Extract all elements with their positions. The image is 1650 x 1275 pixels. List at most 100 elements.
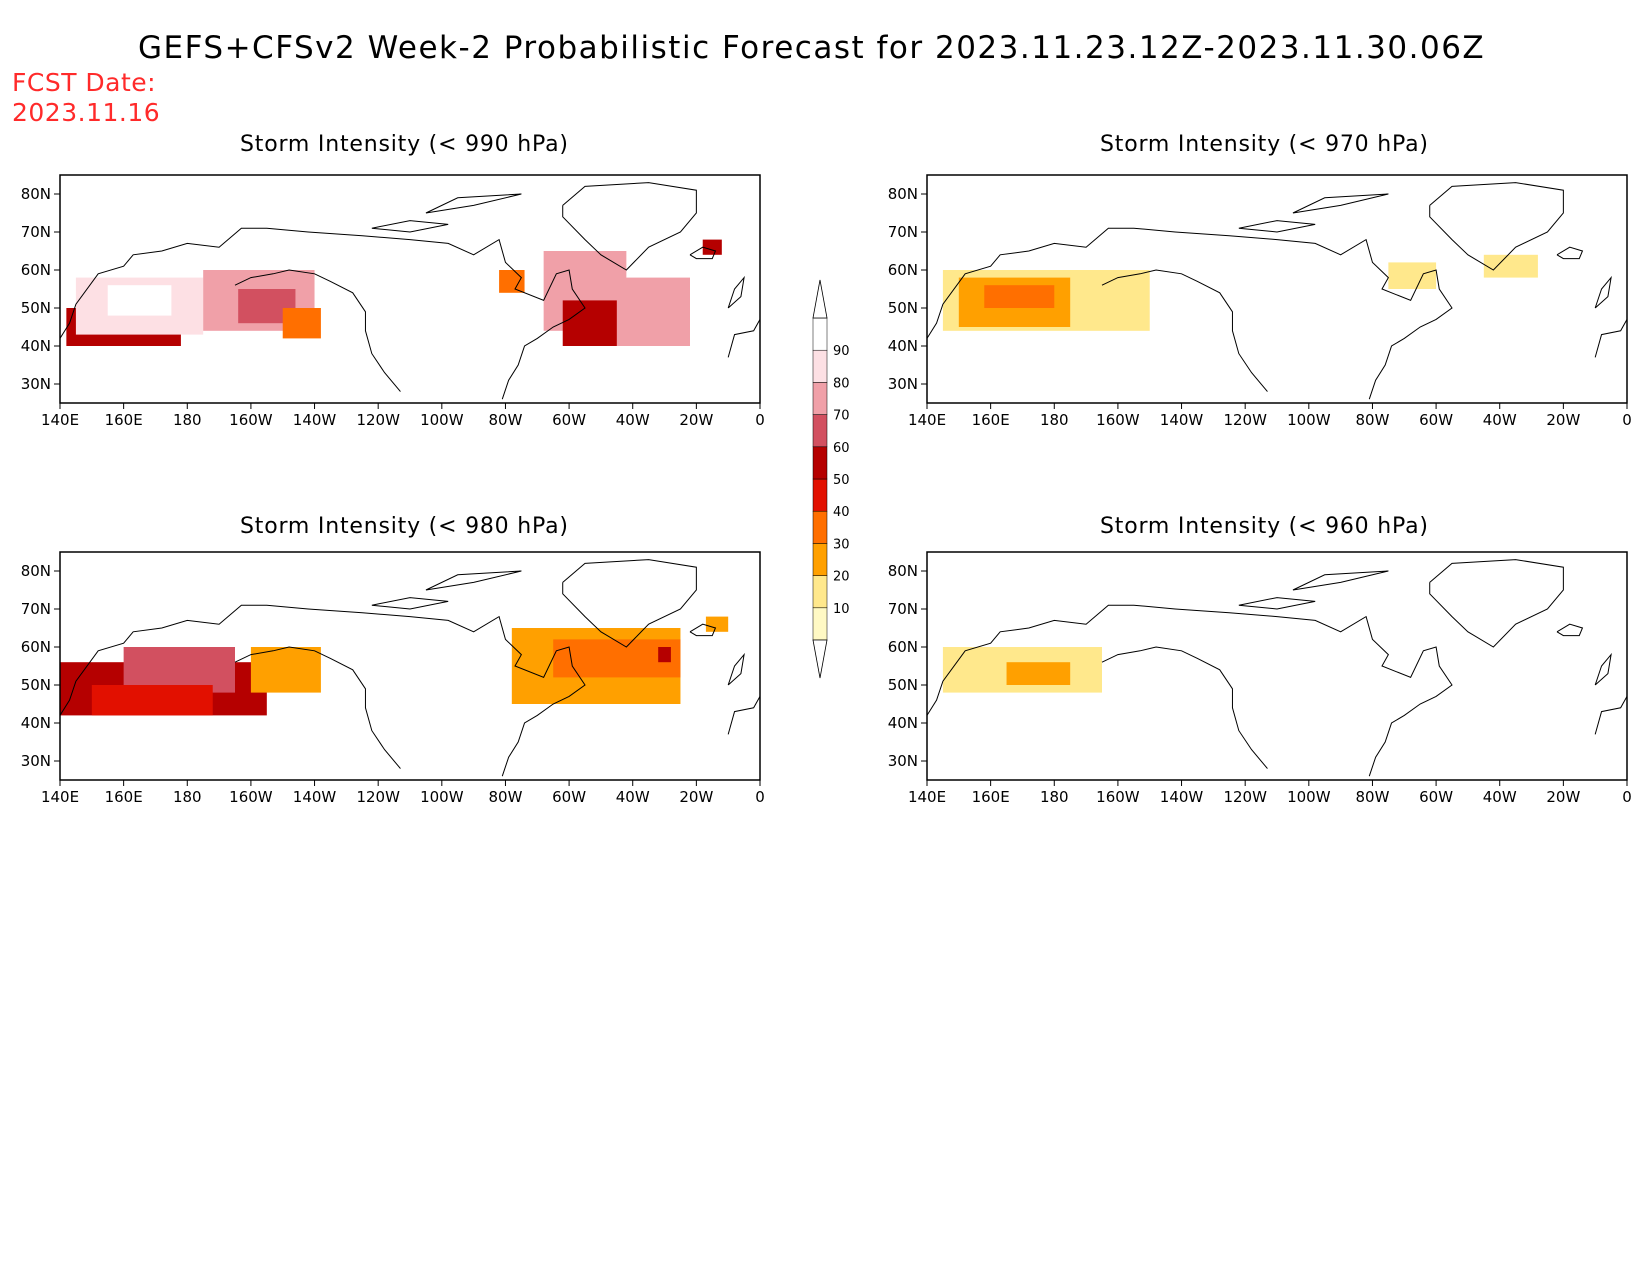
p960-lon-tick-9: 40W (1483, 788, 1517, 806)
p960-region-1 (1006, 662, 1071, 685)
colorbar-label-2: 30 (833, 537, 850, 552)
colorbar-top-arrow (812, 279, 828, 319)
p990-lat-tick-5: 30N (21, 375, 51, 393)
p970-coastline-1 (1101, 269, 1268, 392)
p970-lat-tick-5: 30N (888, 375, 918, 393)
p970-lon-tick-3: 160W (1096, 411, 1140, 429)
p960-coastline-2 (1429, 559, 1564, 648)
p960-lat-tick-3: 50N (888, 676, 918, 694)
p960-lon-tick-7: 80W (1355, 788, 1389, 806)
p990-region-9 (499, 270, 525, 293)
colorbar-bottom-arrow (812, 639, 828, 679)
p990-region-10 (702, 239, 722, 255)
panel-title-970: Storm Intensity (< 970 hPa) (1100, 132, 1429, 157)
p990-lat-tick-1: 70N (21, 223, 51, 241)
p960-lat-tick-5: 30N (888, 752, 918, 770)
colorbar-segment-8 (812, 349, 828, 383)
p980-lon-tick-2: 180 (173, 788, 202, 806)
p980-lat-tick-5: 30N (21, 752, 51, 770)
p980-region-7 (705, 616, 729, 632)
p980-coastline-1 (234, 646, 401, 769)
p960-coastline-4 (1594, 652, 1612, 686)
p970-lat-tick-3: 50N (888, 299, 918, 317)
p990-lat-tick-3: 50N (21, 299, 51, 317)
p980-lon-tick-10: 20W (679, 788, 713, 806)
p980-coastline-5 (727, 696, 761, 735)
p970-lon-tick-8: 60W (1419, 411, 1453, 429)
p990-lon-tick-10: 20W (679, 411, 713, 429)
p980-region-3 (250, 647, 321, 693)
panel-title-980: Storm Intensity (< 980 hPa) (240, 514, 569, 539)
forecast-date-value: 2023.11.16 (12, 98, 161, 127)
p970-region-2 (984, 285, 1055, 308)
p980-lon-tick-11: 0 (755, 788, 765, 806)
p960-lon-tick-8: 60W (1419, 788, 1453, 806)
p960-coastline-3 (1556, 623, 1584, 637)
p980-lon-tick-0: 140E (41, 788, 79, 806)
p970-lon-tick-7: 80W (1355, 411, 1389, 429)
p980-lon-tick-9: 40W (616, 788, 650, 806)
main-title: GEFS+CFSv2 Week-2 Probabilistic Forecast… (138, 30, 1486, 66)
p960-lat-tick-4: 40N (888, 714, 918, 732)
p960-lon-tick-2: 180 (1040, 788, 1069, 806)
p980-lon-tick-4: 140W (293, 788, 337, 806)
panel-title-990: Storm Intensity (< 990 hPa) (240, 132, 569, 157)
colorbar-label-7: 80 (833, 376, 850, 391)
p990-lon-tick-9: 40W (616, 411, 650, 429)
p980-coastline-0 (59, 604, 586, 777)
p980-region-2 (91, 685, 213, 716)
p990-lon-tick-5: 120W (356, 411, 400, 429)
p970-lon-tick-11: 0 (1622, 411, 1632, 429)
p990-coastline-6 (425, 193, 522, 214)
p990-lat-tick-2: 60N (21, 261, 51, 279)
p980-coastline-4 (727, 652, 745, 686)
p990-region-2 (107, 285, 172, 316)
p970-lon-tick-10: 20W (1546, 411, 1580, 429)
p980-lon-tick-8: 60W (552, 788, 586, 806)
colorbar-segment-0 (812, 607, 828, 641)
p970-coastline-6 (1292, 193, 1389, 214)
colorbar-segment-4 (812, 478, 828, 512)
p960-lon-tick-6: 100W (1287, 788, 1331, 806)
p960-lon-tick-1: 160E (972, 788, 1010, 806)
p990-coastline-2 (562, 182, 697, 271)
p990-coastline-7 (371, 220, 449, 233)
p960-lon-tick-4: 140W (1160, 788, 1204, 806)
p970-lon-tick-6: 100W (1287, 411, 1331, 429)
p970-frame (926, 174, 1628, 404)
p970-lon-tick-5: 120W (1223, 411, 1267, 429)
p980-lon-tick-5: 120W (356, 788, 400, 806)
p970-coastline-3 (1556, 246, 1584, 260)
colorbar-label-0: 10 (833, 602, 850, 617)
p960-lat-tick-1: 70N (888, 600, 918, 618)
p960-lon-tick-10: 20W (1546, 788, 1580, 806)
p970-lon-tick-9: 40W (1483, 411, 1517, 429)
p960-lon-tick-5: 120W (1223, 788, 1267, 806)
p990-coastline-5 (727, 319, 761, 358)
colorbar-label-1: 20 (833, 570, 850, 585)
p980-frame (59, 551, 761, 781)
colorbar-segment-1 (812, 575, 828, 609)
colorbar-label-6: 70 (833, 409, 850, 424)
p990-lon-tick-3: 160W (229, 411, 273, 429)
p980-coastline-6 (425, 570, 522, 591)
p960-lon-tick-0: 140E (908, 788, 946, 806)
p980-region-6 (658, 647, 671, 663)
colorbar-segment-9 (812, 317, 828, 351)
p960-coastline-6 (1292, 570, 1389, 591)
colorbar-label-5: 60 (833, 441, 850, 456)
p980-lon-tick-7: 80W (488, 788, 522, 806)
p970-coastline-4 (1594, 275, 1612, 309)
p990-lon-tick-8: 60W (552, 411, 586, 429)
p990-region-8 (616, 277, 690, 346)
p960-coastline-7 (1238, 597, 1316, 610)
p980-lat-tick-3: 50N (21, 676, 51, 694)
p990-coastline-1 (234, 269, 401, 392)
p980-lon-tick-1: 160E (105, 788, 143, 806)
p970-lat-tick-4: 40N (888, 337, 918, 355)
p980-coastline-7 (371, 597, 449, 610)
p960-lon-tick-11: 0 (1622, 788, 1632, 806)
p990-lat-tick-0: 80N (21, 185, 51, 203)
colorbar-segment-3 (812, 510, 828, 544)
p990-coastline-3 (689, 246, 717, 260)
